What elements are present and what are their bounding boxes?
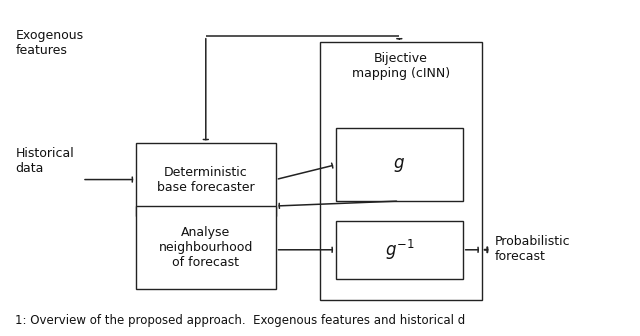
Text: Exogenous
features: Exogenous features — [15, 29, 84, 57]
Text: Probabilistic
forecast: Probabilistic forecast — [495, 235, 570, 263]
Text: $g$: $g$ — [394, 156, 405, 174]
Text: Bijective
mapping (cINN): Bijective mapping (cINN) — [352, 52, 450, 80]
Bar — [336, 128, 463, 201]
Text: $g^{-1}$: $g^{-1}$ — [385, 238, 414, 262]
Bar — [320, 42, 482, 300]
Text: 1: Overview of the proposed approach.  Exogenous features and historical d: 1: Overview of the proposed approach. Ex… — [15, 313, 466, 327]
Text: Analyse
neighbourhood
of forecast: Analyse neighbourhood of forecast — [159, 226, 253, 269]
Text: Deterministic
base forecaster: Deterministic base forecaster — [157, 166, 255, 194]
Bar — [136, 143, 276, 216]
Bar — [336, 221, 463, 279]
Text: Historical
data: Historical data — [15, 148, 74, 175]
Bar — [136, 206, 276, 289]
